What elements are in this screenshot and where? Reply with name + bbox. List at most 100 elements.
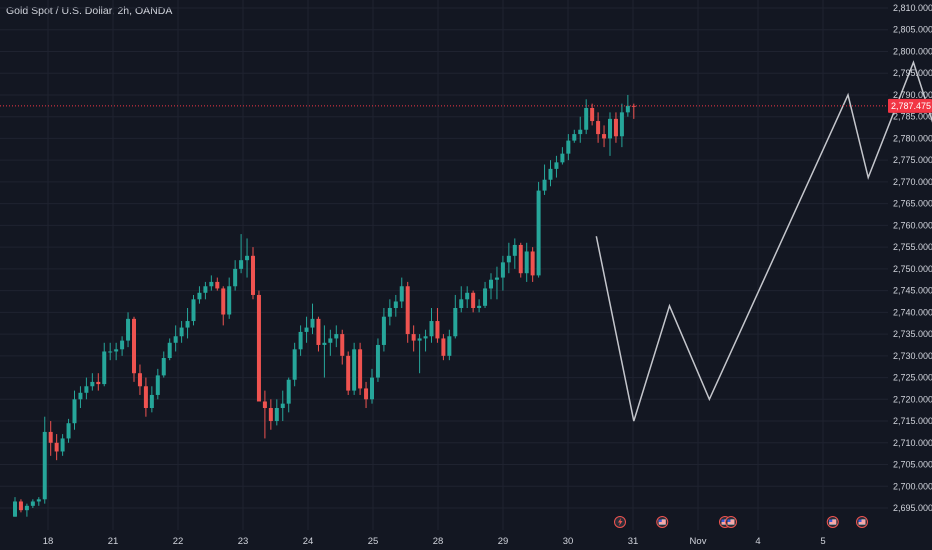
- candle-body: [114, 349, 119, 352]
- candle-body: [560, 153, 565, 163]
- flash-icon[interactable]: [614, 516, 626, 528]
- y-tick-label: 2,720.000: [893, 394, 932, 404]
- candle: [18, 499, 23, 513]
- candle: [96, 373, 101, 391]
- candle-body: [423, 336, 428, 339]
- y-tick-label: 2,700.000: [893, 481, 932, 491]
- candle-body: [48, 431, 53, 443]
- us-flag-icon[interactable]: [856, 516, 868, 528]
- candle: [292, 342, 297, 387]
- candle: [233, 260, 238, 291]
- candle: [560, 147, 565, 165]
- candle-body: [72, 399, 77, 424]
- candle-body: [340, 334, 345, 356]
- candle-body: [274, 408, 279, 422]
- candle-body: [179, 327, 184, 337]
- candle: [524, 242, 529, 282]
- grid-lines: [0, 0, 888, 530]
- candle: [197, 286, 202, 304]
- candle: [364, 381, 369, 408]
- candle: [137, 364, 142, 395]
- x-tick-label: 30: [563, 536, 574, 547]
- candle: [126, 312, 131, 348]
- candle: [72, 390, 77, 430]
- candle-body: [393, 301, 398, 308]
- candle-body: [149, 394, 154, 408]
- candle-body: [512, 244, 517, 256]
- candle-body: [542, 179, 547, 191]
- current-price-badge: [888, 98, 932, 113]
- candle-body: [477, 305, 482, 308]
- candle: [42, 416, 47, 504]
- time-axis[interactable]: 18 21 22 23 24 25 28 29 30 31 Nov 4 5: [43, 536, 826, 547]
- y-tick-label: 2,695.000: [893, 503, 932, 513]
- candle-body: [435, 321, 440, 339]
- y-tick-label: 2,715.000: [893, 416, 932, 426]
- candle: [423, 329, 428, 352]
- x-tick-label: 4: [755, 536, 760, 547]
- candle: [518, 242, 523, 278]
- candle: [227, 277, 232, 319]
- candle: [358, 342, 363, 395]
- candle: [239, 234, 244, 274]
- candle: [13, 497, 17, 517]
- candle: [530, 247, 535, 282]
- event-markers: [614, 516, 868, 528]
- candle-body: [316, 318, 321, 345]
- candle-body: [132, 318, 136, 374]
- candle-body: [102, 351, 107, 385]
- candle-body: [96, 381, 101, 385]
- candle: [435, 308, 440, 343]
- candle-body: [524, 251, 529, 274]
- us-flag-icon[interactable]: [656, 516, 669, 528]
- candle-body: [494, 277, 499, 280]
- projection-annotation: [595, 60, 932, 422]
- candle: [483, 281, 488, 308]
- candle: [36, 497, 41, 506]
- x-tick-label: 28: [433, 536, 444, 547]
- candle-body: [126, 318, 131, 341]
- y-tick-label: 2,795.000: [893, 68, 932, 78]
- candle: [613, 112, 618, 143]
- x-tick-label: 31: [628, 536, 639, 547]
- candle-body: [251, 255, 255, 295]
- candle: [215, 277, 220, 291]
- candle: [48, 421, 53, 456]
- candle: [120, 336, 125, 356]
- price-axis[interactable]: 2,695.000 2,700.000 2,705.000 2,710.000 2,71…: [888, 3, 932, 513]
- candle-body: [215, 281, 220, 289]
- candle-body: [387, 308, 392, 317]
- candle-body: [209, 281, 214, 287]
- candle: [387, 299, 392, 326]
- candle-body: [137, 373, 142, 387]
- candle-body: [322, 342, 327, 345]
- x-tick-label: 18: [43, 536, 54, 547]
- us-flag-icon[interactable]: [725, 516, 737, 528]
- candle-body: [66, 423, 71, 439]
- candle: [132, 316, 136, 382]
- candle: [60, 434, 65, 456]
- y-tick-label: 2,710.000: [893, 438, 932, 448]
- candle-body: [506, 255, 511, 263]
- candle-body: [572, 134, 577, 141]
- candle: [584, 99, 589, 135]
- y-tick-label: 2,725.000: [893, 373, 932, 383]
- candle-body: [417, 338, 422, 341]
- x-tick-label: Nov: [690, 536, 707, 547]
- candle-body: [227, 286, 232, 315]
- candle-body: [578, 129, 583, 135]
- candle-body: [161, 358, 166, 376]
- y-tick-label: 2,770.000: [893, 177, 932, 187]
- candle: [114, 342, 119, 361]
- candle: [500, 255, 505, 291]
- candle-body: [554, 162, 559, 169]
- candle-body: [465, 292, 470, 300]
- us-flag-icon[interactable]: [826, 516, 839, 528]
- projection-line: [595, 60, 932, 422]
- candle-body: [262, 401, 267, 408]
- x-tick-label: 23: [238, 536, 249, 547]
- candle: [304, 316, 309, 343]
- candle: [161, 351, 166, 378]
- candle: [251, 247, 255, 300]
